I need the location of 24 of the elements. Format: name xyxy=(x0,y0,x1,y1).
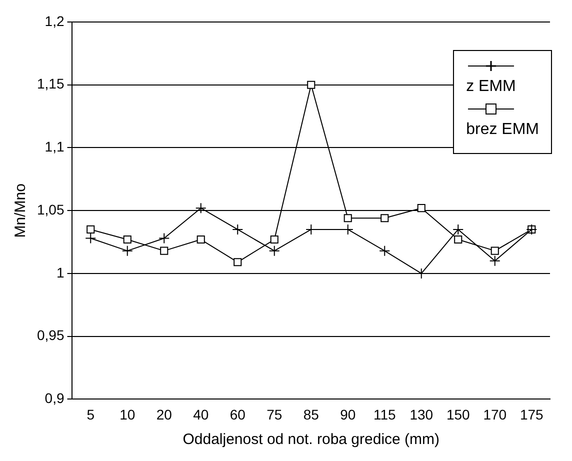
x-tick-label: 130 xyxy=(410,406,434,422)
x-tick-label: 60 xyxy=(230,406,246,422)
x-tick-label: 40 xyxy=(193,406,209,422)
x-tick-label: 5 xyxy=(86,406,95,422)
y-tick-label: 1 xyxy=(56,264,64,280)
legend-label: z EMM xyxy=(466,78,517,96)
y-tick-label: 1,15 xyxy=(37,76,64,92)
x-tick-label: 150 xyxy=(446,406,470,422)
y-tick-label: 1,2 xyxy=(44,12,64,29)
y-tick-label: 0,95 xyxy=(37,327,64,344)
x-tick-label: 170 xyxy=(483,406,507,422)
y-tick-label: 0,9 xyxy=(44,390,64,406)
x-tick-label: 75 xyxy=(266,406,282,422)
x-tick-label: 20 xyxy=(156,406,172,422)
x-tick-label: 10 xyxy=(120,406,136,422)
x-tick-label: 115 xyxy=(373,406,396,422)
y-tick-label: 1,1 xyxy=(44,138,64,155)
x-axis-title: Oddaljenost od not. roba gredice (mm) xyxy=(182,431,440,448)
x-tick-label: 175 xyxy=(520,406,544,422)
x-tick-label: 90 xyxy=(340,406,356,422)
x-tick-label: 85 xyxy=(303,406,320,422)
legend-label: brez EMM xyxy=(466,121,539,139)
y-axis-title: Mn/Mno xyxy=(12,184,30,238)
y-tick-label: 1,05 xyxy=(37,201,64,218)
